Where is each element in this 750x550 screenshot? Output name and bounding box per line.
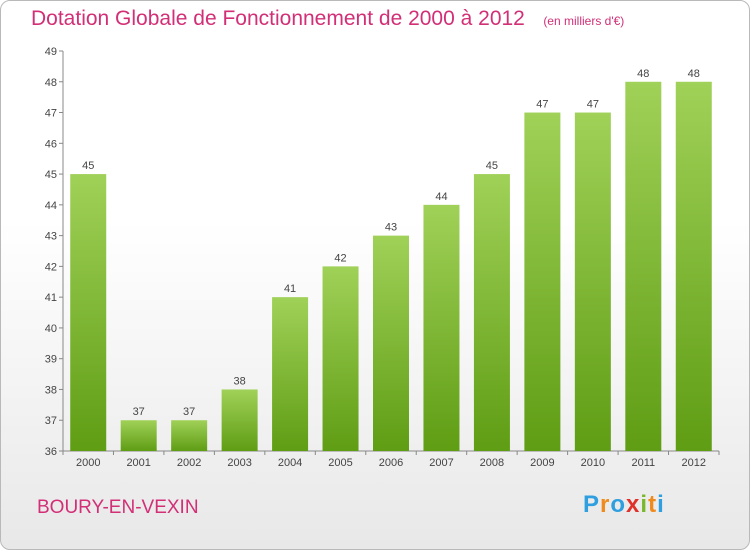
value-label: 43 (385, 222, 397, 234)
bar (473, 174, 510, 452)
bar (373, 235, 409, 451)
y-tick-label: 41 (45, 292, 57, 304)
y-tick-label: 49 (45, 46, 57, 58)
value-label: 48 (688, 68, 700, 80)
x-tick-label: 2007 (429, 457, 453, 469)
value-label: 42 (334, 252, 346, 264)
chart-title: Dotation Globale de Fonctionnement de 20… (31, 7, 525, 30)
value-label: 37 (133, 406, 145, 418)
labels: 45 2000 37 2001 37 2002 38 2003 41 2004 42 2005 43 20… (76, 68, 706, 469)
bar (221, 389, 258, 451)
value-label: 38 (233, 375, 245, 387)
value-label: 47 (536, 99, 548, 111)
y-tick-label: 45 (45, 169, 57, 181)
y-tick-label: 47 (45, 108, 57, 120)
title-row: Dotation Globale de Fonctionnement de 20… (31, 7, 624, 31)
value-label: 41 (284, 283, 296, 295)
value-label: 45 (486, 160, 498, 172)
x-tick-label: 2002 (177, 457, 201, 469)
value-label: 45 (82, 160, 94, 172)
y-tick-label: 36 (45, 446, 57, 458)
logo-letter: i (657, 491, 665, 518)
x-tick-label: 2004 (278, 457, 302, 469)
value-label: 44 (435, 191, 447, 203)
x-tick-label: 2005 (328, 457, 352, 469)
x-tick-label: 2003 (227, 457, 251, 469)
x-tick-label: 2000 (76, 457, 100, 469)
y-tick-label: 48 (45, 77, 57, 89)
logo-letter: x (626, 491, 641, 518)
unit-note: (en milliers d'€) (543, 14, 625, 28)
bar (524, 112, 561, 452)
proxiti-logo: Proxiti (583, 491, 665, 519)
x-tick-label: 2009 (530, 457, 554, 469)
bar (625, 81, 662, 452)
y-tick-label: 44 (45, 200, 57, 212)
x-tick-label: 2001 (126, 457, 150, 469)
bar (423, 204, 460, 451)
x-tick-label: 2008 (480, 457, 504, 469)
bars (70, 81, 712, 452)
y-tick-label: 38 (45, 384, 57, 396)
bar (70, 174, 107, 452)
y-tick-label: 42 (45, 261, 57, 273)
bar (171, 420, 208, 451)
logo-letter: o (610, 491, 627, 518)
value-label: 37 (183, 406, 195, 418)
x-tick-label: 2006 (379, 457, 403, 469)
value-label: 47 (587, 99, 599, 111)
commune-name: BOURY-EN-VEXIN (37, 497, 199, 518)
logo-letter: t (648, 491, 658, 518)
y-tick-label: 40 (45, 323, 57, 335)
y-tick-label: 46 (45, 138, 57, 150)
logo-letter: r (600, 491, 611, 518)
x-tick-label: 2010 (581, 457, 605, 469)
bar (272, 297, 309, 451)
x-tick-label: 2012 (682, 457, 706, 469)
bar (675, 81, 712, 452)
y-tick-label: 39 (45, 354, 57, 366)
bar (574, 112, 611, 452)
y-tick-label: 43 (45, 231, 57, 243)
logo-letter: i (640, 491, 649, 518)
x-tick-label: 2011 (631, 457, 655, 469)
bar (120, 420, 157, 451)
value-label: 48 (637, 68, 649, 80)
bar (322, 266, 359, 451)
y-tick-label: 37 (45, 415, 57, 427)
logo-letter: P (583, 491, 601, 518)
